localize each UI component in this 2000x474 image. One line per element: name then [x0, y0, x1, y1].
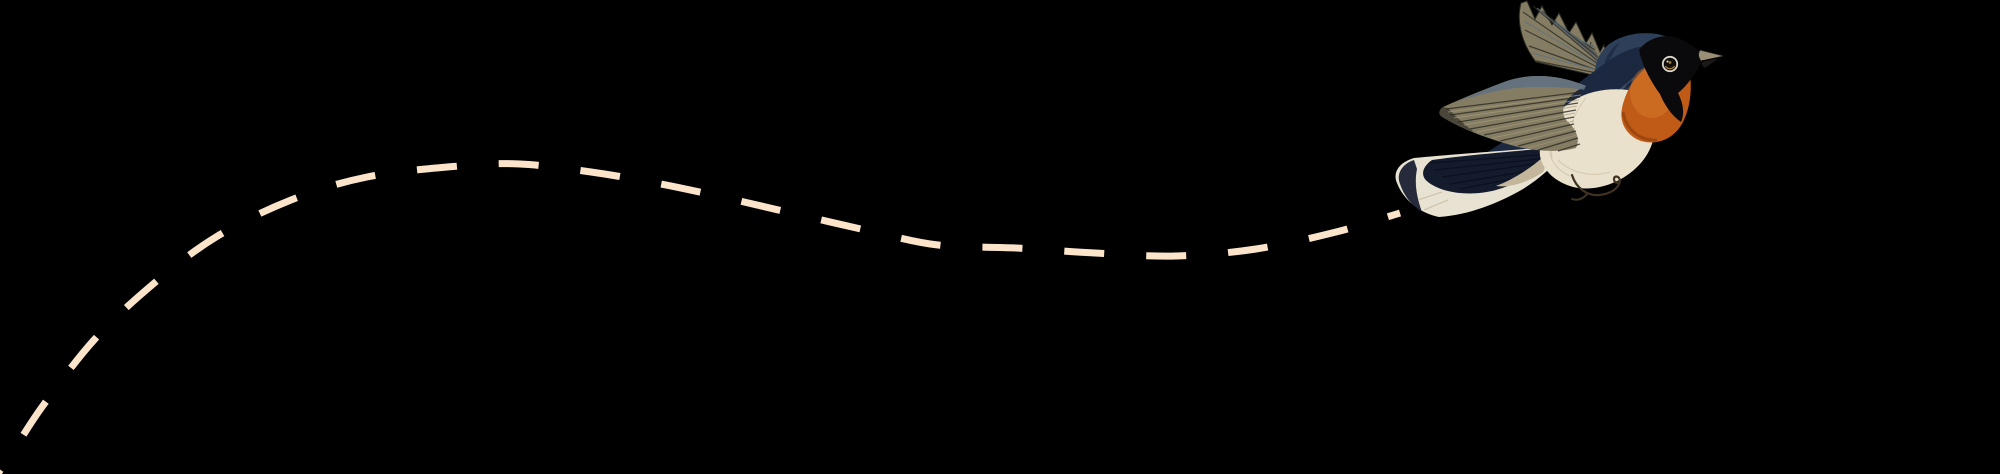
front-wing-feather-lines	[1445, 91, 1583, 152]
bird-face-mask	[1639, 36, 1703, 123]
bird-front-wing	[1439, 76, 1586, 152]
raised-wing-slate-lines	[1523, 7, 1602, 72]
bird-beak	[1698, 49, 1725, 68]
tail-outer-dark-feather	[1398, 160, 1422, 212]
front-wing-light-lines	[1447, 94, 1582, 149]
tail-feather-lines	[1429, 153, 1551, 190]
swallow-bird-illustration	[1395, 0, 1725, 217]
bird-vent	[1496, 158, 1546, 187]
bird-tail	[1395, 146, 1560, 217]
front-wing-slate-strip	[1454, 76, 1586, 103]
beak-lower	[1701, 58, 1719, 68]
bird-eye	[1661, 55, 1679, 73]
bird-foot	[1570, 173, 1622, 201]
belly-streaks	[1549, 97, 1611, 177]
front-wing-dark-tip	[1439, 107, 1474, 132]
flight-path-dashed-line	[0, 160, 1402, 474]
tail-white-feather-lines	[1417, 191, 1449, 211]
bird-raised-wing	[1518, 0, 1608, 79]
